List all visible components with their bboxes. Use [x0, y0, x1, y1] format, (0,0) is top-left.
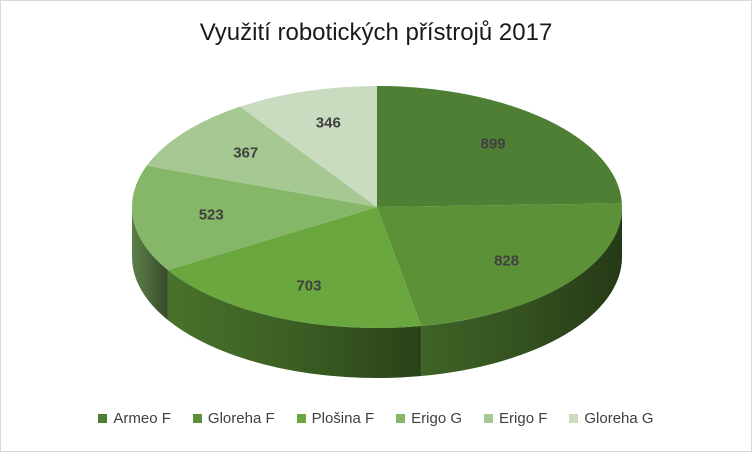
data-label-0: 899 [481, 135, 506, 152]
data-label-3: 523 [199, 207, 224, 224]
legend-item: Erigo G [396, 410, 462, 427]
legend-item: Armeo F [98, 410, 171, 427]
legend-item: Erigo F [484, 410, 547, 427]
legend-swatch [484, 414, 494, 423]
legend-label: Erigo G [411, 410, 463, 427]
data-label-4: 367 [233, 144, 258, 161]
data-label-1: 828 [494, 253, 519, 270]
pie-slice-2 [167, 207, 422, 328]
legend-item: Gloreha F [192, 410, 275, 427]
pie-slice-4 [146, 106, 377, 207]
pie-slice-3 [132, 165, 377, 270]
pie-side-shade-1 [421, 207, 622, 377]
legend-label: Gloreha F [207, 410, 275, 427]
legend-item: Gloreha G [569, 410, 654, 427]
data-label-5: 346 [316, 115, 341, 132]
chart-legend: Armeo F Gloreha F Plošina F Erigo G Erigo F G… [1, 410, 751, 427]
pie-slice-1 [377, 203, 622, 327]
pie-slice-0 [377, 86, 622, 207]
legend-swatch [569, 414, 579, 423]
legend-label: Erigo F [499, 410, 548, 427]
chart-title: Využití robotických přístrojů 2017 [199, 19, 553, 46]
legend-swatch [192, 414, 202, 423]
pie-slice-5 [240, 86, 377, 207]
legend-label: Gloreha G [584, 410, 654, 427]
legend-swatch [396, 414, 406, 423]
data-label-2: 703 [296, 277, 321, 294]
pie-side-shade-2 [167, 269, 422, 379]
legend-label: Armeo F [113, 410, 171, 427]
legend-item: Plošina F [296, 410, 375, 427]
pie-side-shade-3 [132, 207, 168, 320]
legend-label: Plošina F [311, 410, 375, 427]
legend-swatch [98, 414, 108, 423]
legend-swatch [296, 414, 306, 423]
